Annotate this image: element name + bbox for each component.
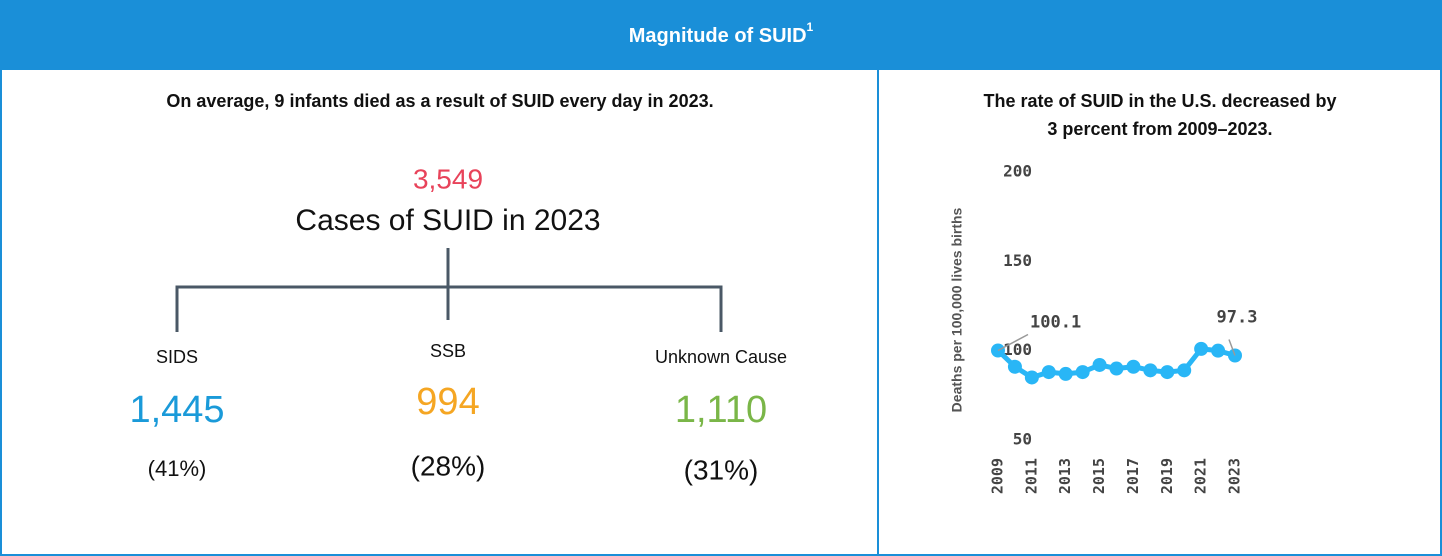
- x-tick-label: 2021: [1192, 458, 1210, 494]
- label-leader: [997, 333, 1029, 352]
- data-point: [1143, 363, 1158, 378]
- y-tick-label: 50: [1013, 430, 1032, 449]
- data-point: [1041, 365, 1056, 380]
- data-point: [1058, 366, 1073, 381]
- y-tick-label: 100: [1003, 340, 1032, 359]
- x-tick-label: 2011: [1022, 458, 1040, 494]
- branch-count: 994: [416, 381, 479, 423]
- branch-share: (41%): [148, 456, 207, 481]
- data-point: [1007, 359, 1022, 374]
- y-tick-label: 200: [1003, 162, 1032, 181]
- data-point: [1092, 357, 1107, 372]
- x-tick-label: 2013: [1056, 458, 1074, 494]
- data-point: [1024, 370, 1039, 385]
- header-band: [0, 0, 1442, 70]
- branch-share: (31%): [684, 454, 759, 485]
- right-heading: The rate of SUID in the U.S. decreased b…: [983, 91, 1336, 111]
- data-point: [1211, 343, 1226, 358]
- tree-branch: [175, 285, 723, 332]
- header-superscript: 1: [807, 20, 814, 34]
- label-leader: [1228, 339, 1236, 356]
- header-title: Magnitude of SUID: [629, 25, 807, 47]
- branch-share: (28%): [411, 450, 486, 481]
- header: Magnitude of SUID1: [629, 20, 814, 47]
- branch-label: SSB: [430, 341, 466, 361]
- branch-label: SIDS: [156, 347, 198, 367]
- data-point: [1075, 365, 1090, 380]
- data-point: [1109, 361, 1124, 376]
- branch-label: Unknown Cause: [655, 347, 787, 367]
- data-point: [1177, 363, 1192, 378]
- data-point: [1194, 341, 1209, 356]
- y-tick-label: 150: [1003, 251, 1032, 270]
- branch-count: 1,110: [675, 389, 767, 431]
- x-tick-label: 2009: [989, 458, 1007, 494]
- data-point: [1126, 359, 1141, 374]
- left-heading: On average, 9 infants died as a result o…: [166, 91, 713, 111]
- branch-count: 1,445: [129, 389, 224, 431]
- total: 3,549: [413, 163, 483, 194]
- x-tick-label: 2015: [1090, 458, 1108, 494]
- data-label: 100.1: [1030, 312, 1081, 332]
- total-label: Cases of SUID in 2023: [295, 204, 600, 237]
- data-label: 97.3: [1217, 307, 1258, 327]
- tree: [175, 248, 723, 332]
- data-point: [1160, 365, 1175, 380]
- x-tick-label: 2017: [1124, 458, 1142, 494]
- x-tick-label: 2023: [1226, 458, 1244, 494]
- y-axis-title: Deaths per 100,000 lives births: [949, 207, 965, 412]
- x-tick-label: 2019: [1158, 458, 1176, 494]
- right-heading: 3 percent from 2009–2023.: [1047, 119, 1272, 139]
